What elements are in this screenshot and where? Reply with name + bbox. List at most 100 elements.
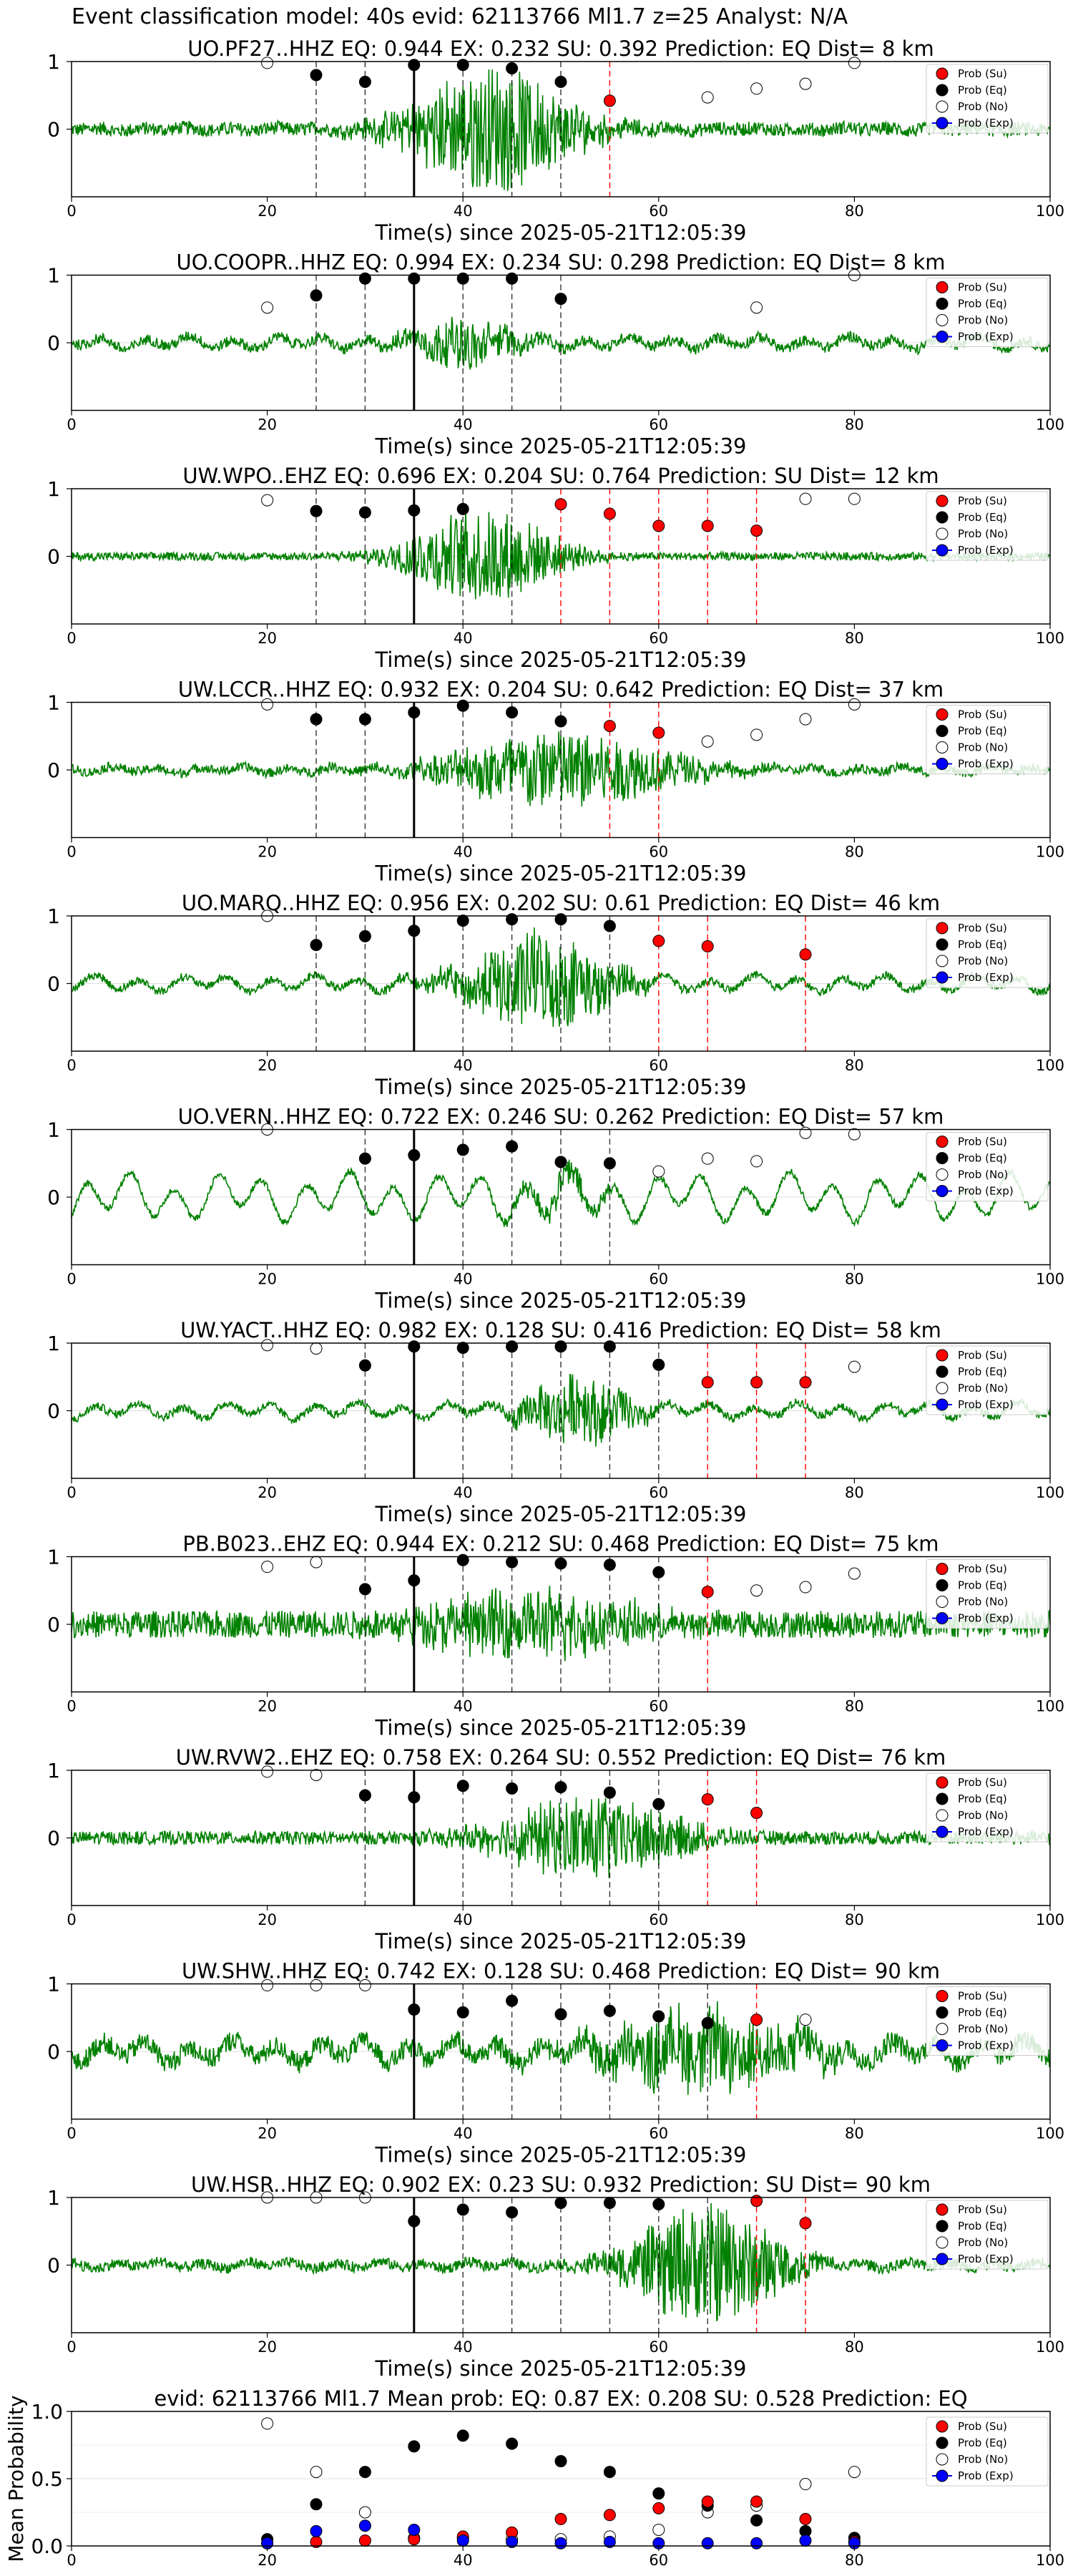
prob-eq-point [456,1342,469,1355]
prob-eq-point [358,1583,371,1596]
prob-no-point [701,735,714,748]
legend-box [926,1986,1049,2056]
xtick-label: 0 [67,2552,76,2569]
legend-label: Prob (Eq) [958,1152,1007,1165]
xtick-label: 60 [649,630,668,647]
panel-title: UW.RVW2..EHZ EQ: 0.758 EX: 0.264 SU: 0.5… [176,1745,946,1770]
legend-box [926,705,1049,774]
legend-marker [936,1579,949,1591]
prob-no-point [799,492,812,505]
legend-marker [936,2220,949,2233]
ytick-label: 0 [47,1400,60,1423]
prob-no-point [261,1979,274,1991]
legend-label: Prob (Exp) [958,2253,1014,2265]
xlabel: Time(s) since 2025-05-21T12:05:39 [375,648,747,672]
ytick-label: 1 [47,264,60,288]
xtick-label: 40 [454,203,473,220]
xtick-label: 20 [258,416,277,434]
xtick-label: 100 [1036,416,1064,434]
prob-eq-point [408,1791,421,1804]
xtick-label: 0 [67,630,76,647]
prob-eq-point [310,289,323,302]
panel-title: UO.MARQ..HHZ EQ: 0.956 EX: 0.202 SU: 0.6… [182,891,940,915]
prob-su-point [799,2217,812,2230]
ytick-label: 1 [47,50,60,74]
prob-su-point [750,2014,763,2026]
legend-marker [936,741,949,753]
legend-label: Prob (Exp) [958,1612,1014,1625]
legend-marker [936,2453,949,2466]
xtick-label: 20 [258,1698,277,1715]
legend-marker [936,1809,949,1822]
prob-eq-point [408,272,421,285]
mean-prob-point [358,2506,371,2519]
mean-prob-point [701,2495,714,2508]
prob-eq-point [554,1781,567,1794]
mean-prob-point [554,2455,567,2468]
legend-marker [936,84,949,97]
prob-eq-point [456,699,469,712]
legend-marker [936,1825,949,1838]
xtick-label: 60 [649,416,668,434]
xtick-label: 80 [845,2125,864,2142]
legend-marker [936,2023,949,2035]
prob-eq-point [456,272,469,285]
prob-eq-point [506,1994,519,2007]
xtick-label: 0 [67,2338,76,2356]
legend-marker [936,758,949,770]
legend-label: Prob (Eq) [958,2220,1007,2233]
legend-marker [936,1185,949,1197]
legend-marker [936,1563,949,1575]
xtick-label: 80 [845,1484,864,1501]
xtick-label: 60 [649,844,668,861]
prob-eq-point [456,1780,469,1792]
xtick-label: 100 [1036,2125,1064,2142]
xtick-label: 0 [67,1698,76,1715]
xtick-label: 20 [258,2552,277,2569]
prob-su-point [701,1793,714,1806]
prob-su-point [750,1376,763,1389]
legend-label: Prob (Su) [958,1349,1007,1362]
xlabel: Time(s) since 2025-05-21T12:05:39 [375,1289,747,1313]
legend-label: Prob (No) [958,2453,1008,2466]
mean-prob-point [310,2524,323,2537]
legend-box [926,2200,1049,2270]
legend-label: Prob (Exp) [958,758,1014,771]
xtick-label: 80 [845,630,864,647]
legend-label: Prob (Su) [958,1990,1007,2003]
xtick-label: 60 [649,1484,668,1501]
legend-label: Prob (Su) [958,708,1007,721]
mean-prob-point [310,2466,323,2479]
legend-marker [936,1990,949,2002]
panel-title: UW.SHW..HHZ EQ: 0.742 EX: 0.128 SU: 0.46… [182,1959,940,1984]
waveform [71,1374,1051,1447]
prob-eq-point [603,1157,616,1170]
legend-label: Prob (Su) [958,2203,1007,2216]
xlabel: Time(s) since 2025-05-21T12:05:39 [375,1075,747,1099]
legend-label: Prob (Su) [958,494,1007,507]
prob-eq-point [408,706,421,719]
legend-label: Prob (No) [958,1382,1008,1395]
legend-label: Prob (Exp) [958,1185,1014,1198]
prob-eq-point [408,924,421,937]
legend-label: Prob (Eq) [958,511,1007,524]
prob-eq-point [554,1557,567,1570]
legend-marker [936,1612,949,1624]
legend-marker [936,281,949,293]
prob-no-point [750,1155,763,1168]
legend-box [926,2416,1049,2487]
prob-no-point [799,713,812,726]
mean-prob-point [652,2523,665,2536]
prob-eq-point [456,59,469,72]
mean-prob-point [750,2537,763,2550]
xtick-label: 80 [845,1911,864,1928]
mean-prob-point [750,2514,763,2527]
prob-eq-point [456,1553,469,1566]
xtick-label: 80 [845,416,864,434]
ytick-label: 0 [47,545,60,569]
legend-label: Prob (Su) [958,1563,1007,1576]
legend-label: Prob (Exp) [958,2469,1014,2482]
